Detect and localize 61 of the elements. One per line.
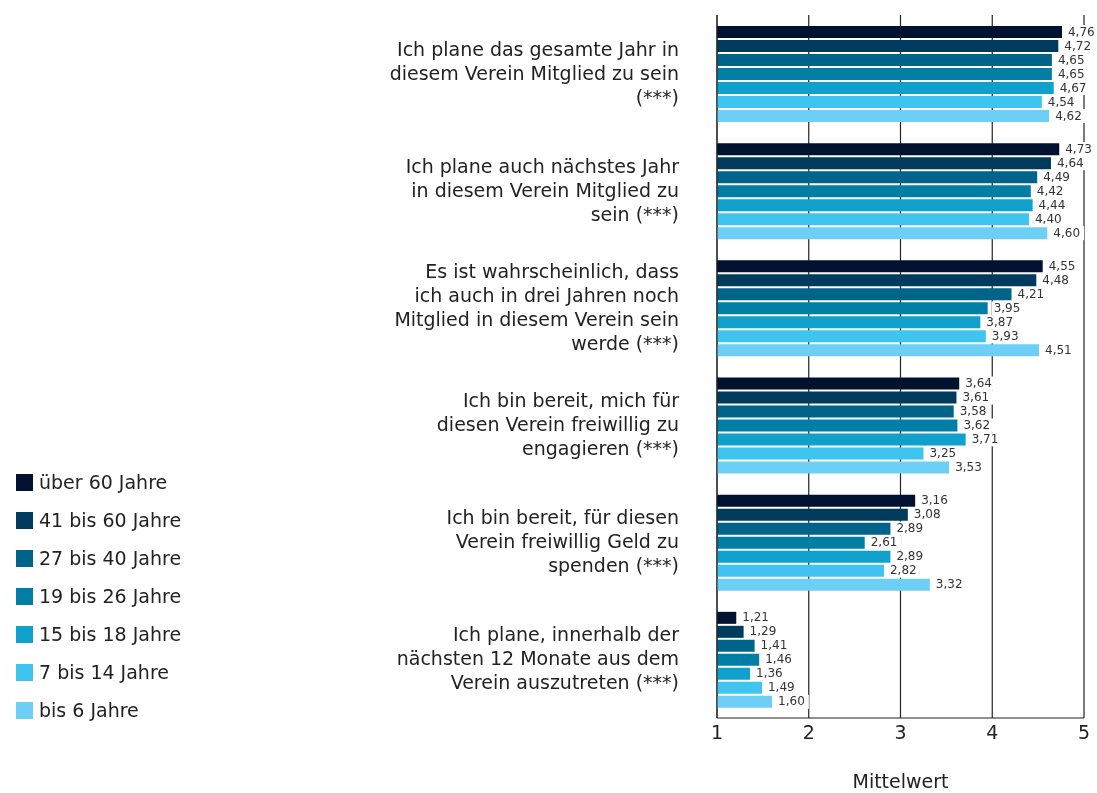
data-label: 4,76 (1067, 24, 1095, 39)
x-tick-label: 5 (1077, 721, 1091, 744)
data-label: 4,40 (1034, 211, 1062, 226)
y-tick-label: Ich plane auch nächstes Jahr in diesem Verein Mitglied zu sein (***) (405, 154, 680, 225)
data-label: 1,41 (760, 638, 788, 653)
data-label: 2,89 (896, 521, 924, 536)
legend-label: über 60 Jahre (39, 471, 168, 493)
y-tick-label: Ich plane das gesamte Jahr in diesem Verein Mitglied zu sein (***) (389, 37, 679, 108)
data-label: 1,60 (778, 694, 805, 709)
data-label: 4,72 (1064, 38, 1092, 53)
data-label: 4,44 (1038, 197, 1066, 212)
legend-label: 41 bis 60 Jahre (39, 509, 182, 531)
legend-label: bis 6 Jahre (39, 699, 139, 721)
data-label: 1,36 (756, 666, 783, 681)
data-label: 4,65 (1057, 66, 1085, 81)
x-tick-label: 2 (802, 721, 815, 744)
y-tick-label: Es ist wahrscheinlich, dass ich auch in drei Jahren noch Mitglied in diesem Verein sein werde (***) (394, 259, 679, 354)
data-label: 1,29 (749, 624, 777, 639)
data-label: 4,73 (1065, 141, 1092, 156)
data-label: 4,21 (1017, 286, 1045, 301)
x-axis-title: Mittelwert (852, 770, 949, 792)
data-label: 4,48 (1042, 272, 1070, 287)
data-label: 4,64 (1056, 155, 1084, 170)
y-tick-label: Ich bin bereit, mich für diesen Verein freiwillig zu engagieren (***) (436, 388, 680, 459)
data-label: 1,46 (765, 652, 792, 667)
data-label: 3,61 (962, 390, 990, 404)
data-label: 3,71 (971, 432, 999, 446)
data-label: 3,32 (935, 577, 963, 592)
data-label: 2,89 (896, 549, 924, 564)
data-label: 4,60 (1053, 225, 1081, 240)
data-label: 4,49 (1043, 169, 1070, 184)
data-label: 3,93 (991, 328, 1019, 343)
data-label: 3,95 (993, 300, 1021, 315)
data-label: 3,64 (965, 376, 992, 390)
legend-label: 7 bis 14 Jahre (39, 661, 169, 683)
y-tick-label: Ich plane, innerhalb der nächsten 12 Monate aus dem Verein auszutreten (***) (396, 622, 680, 693)
data-label: 1,21 (742, 610, 769, 625)
x-tick-label: 1 (710, 721, 724, 744)
data-label: 2,82 (889, 563, 917, 578)
data-label: 4,42 (1036, 183, 1064, 198)
legend-label: 19 bis 26 Jahre (39, 585, 182, 607)
legend-label: 15 bis 18 Jahre (39, 623, 182, 645)
data-label: 4,65 (1057, 52, 1085, 67)
data-label: 3,87 (986, 314, 1014, 329)
legend-label: 27 bis 40 Jahre (39, 547, 182, 569)
data-label: 4,54 (1047, 94, 1075, 109)
x-tick-label: 4 (986, 721, 999, 744)
data-label: 3,16 (921, 493, 948, 508)
data-label: 1,49 (767, 680, 795, 695)
data-label: 3,58 (959, 404, 987, 418)
data-label: 2,61 (870, 535, 898, 550)
data-label: 3,08 (913, 507, 941, 522)
x-tick-label: 3 (894, 721, 907, 744)
data-label: 3,62 (963, 418, 991, 432)
y-tick-label: Ich bin bereit, für diesen Verein freiwillig Geld zu spenden (***) (446, 505, 679, 576)
data-label: 4,62 (1055, 108, 1082, 123)
data-label: 4,67 (1059, 80, 1087, 95)
data-label: 3,53 (955, 460, 982, 474)
data-label: 3,25 (929, 446, 957, 460)
data-label: 4,55 (1048, 258, 1076, 273)
data-label: 4,51 (1045, 342, 1072, 357)
